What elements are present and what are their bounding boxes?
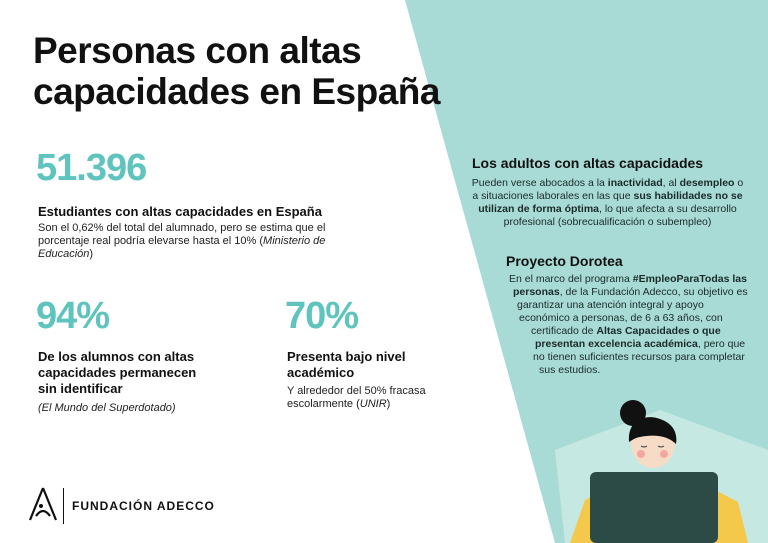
logo-divider [63,488,64,524]
dorotea-paragraph: En el marco del programa #EmpleoParaToda… [505,273,767,377]
note-line: Y alrededor del 50% fracasa [287,385,426,397]
paragraph-line: Pueden verse abocados a la inactividad, … [471,177,744,189]
adults-heading: Los adultos con altas capacidades [472,155,704,171]
adecco-logo-icon [28,487,58,521]
title-line-2: capacidades en España [33,71,440,112]
note-source: Educación [38,248,90,260]
paragraph-line: En el marco del programa #EmpleoParaToda… [509,273,747,285]
paragraph-line: garantizar una atención integral y apoyo [517,299,704,311]
paragraph-line: presentan excelencia académica, pero que [535,338,746,350]
eye-left [640,445,648,448]
label-line: capacidades permanecen [38,365,197,380]
stat-academic-label: Presenta bajo nivel académico [287,349,406,381]
label-line: Presenta bajo nivel [287,349,406,364]
paragraph-line: personas, de la Fundación Adecco, su obj… [513,286,748,298]
laptop [590,472,718,543]
paragraph-line: certificado de Altas Capacidades o que [531,325,721,337]
label-line: sin identificar [38,381,123,396]
stat-unidentified-source: (El Mundo del Superdotado) [38,402,176,414]
note-text: escolarmente ( [287,398,360,410]
paragraph-line: económico a personas, de 6 a 63 años, co… [519,312,723,324]
stat-students-note: Son el 0,62% del total del alumnado, per… [38,222,338,261]
adults-paragraph: Pueden verse abocados a la inactividad, … [455,177,760,229]
logo-text: FUNDACIÓN ADECCO [72,499,215,513]
stat-students-label: Estudiantes con altas capacidades en Esp… [38,204,322,219]
stat-academic-value: 70% [285,295,359,337]
title-line-1: Personas con altas [33,30,362,71]
stat-academic-note: Y alrededor del 50% fracasa escolarmente… [287,385,426,411]
note-text: ) [89,248,94,260]
paragraph-line: a situaciones laborales en las que sus h… [472,190,743,202]
label-line: académico [287,365,355,380]
note-line: Educación) [38,248,338,261]
shoulder-right [715,490,748,543]
paragraph-line: profesional (sobrecualificación o subemp… [503,216,712,228]
note-line: escolarmente (UNIR) [287,398,426,411]
teal-triangle-shape [405,0,768,543]
paragraph-line: no tienen suficientes recursos para comp… [533,351,745,363]
hair [628,417,677,444]
stat-unidentified-value: 94% [36,295,110,337]
paragraph-line: utilizan de forma óptima, lo que afecta … [478,203,737,215]
eye-right [657,445,665,448]
cheek-left [637,450,645,458]
dorotea-heading: Proyecto Dorotea [506,253,623,269]
page-title: Personas con altas capacidades en España [33,30,440,112]
stat-students-value: 51.396 [36,147,147,189]
note-text: porcentaje real podría elevarse hasta el… [38,235,264,247]
cheek-right [660,450,668,458]
note-text: ) [386,398,391,410]
note-line: porcentaje real podría elevarse hasta el… [38,235,338,248]
note-line: Son el 0,62% del total del alumnado, per… [38,222,326,234]
label-line: De los alumnos con altas [38,349,195,364]
note-source: Ministerio de [263,235,326,247]
note-source: UNIR [359,398,387,410]
paragraph-line: sus estudios. [539,364,601,376]
stat-unidentified-label: De los alumnos con altas capacidades per… [38,349,196,397]
